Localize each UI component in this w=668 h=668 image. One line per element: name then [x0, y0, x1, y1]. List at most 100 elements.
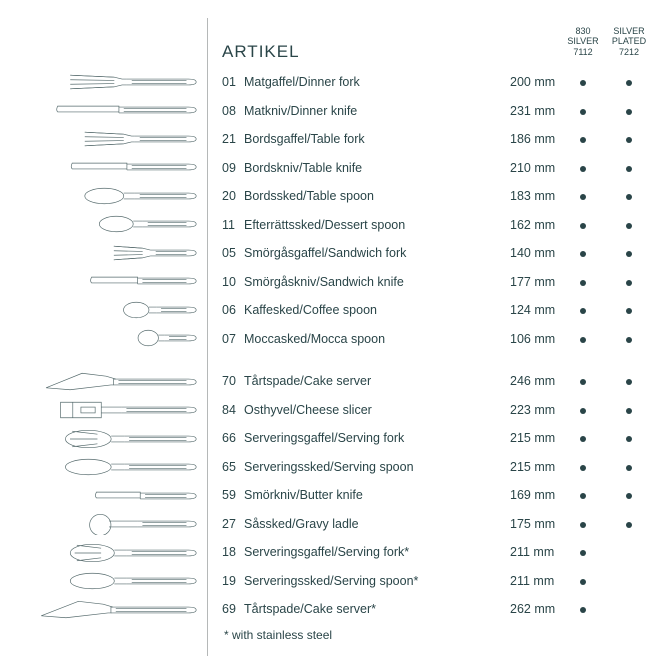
illustrations-column — [12, 18, 207, 656]
table-row: 20Bordssked/Table spoon183 mm — [222, 182, 656, 211]
dot-cell — [564, 374, 602, 388]
server-icon — [17, 368, 207, 396]
row-dots — [564, 488, 648, 502]
table-row: 05Smörgåsgaffel/Sandwich fork140 mm — [222, 239, 656, 268]
row-num: 09 — [222, 161, 244, 175]
row-num: 07 — [222, 332, 244, 346]
row-name: Smörgåskniv/Sandwich knife — [244, 275, 510, 289]
row-name: Tårtspade/Cake server — [244, 374, 510, 388]
slicer-icon — [17, 397, 207, 425]
dot-cell — [610, 104, 648, 118]
row-name: Serveringssked/Serving spoon* — [244, 574, 510, 588]
dot-icon — [580, 166, 586, 172]
dot-cell — [564, 104, 602, 118]
dot-cell — [564, 574, 602, 588]
dot-cell — [610, 189, 648, 203]
knife-icon — [17, 268, 207, 296]
dot-icon — [580, 223, 586, 229]
dot-icon — [626, 223, 632, 229]
dot-icon — [580, 436, 586, 442]
row-size: 177 mm — [510, 275, 564, 289]
row-size: 183 mm — [510, 189, 564, 203]
row-dots — [564, 602, 648, 616]
knife-icon — [17, 482, 207, 510]
dot-cell — [610, 132, 648, 146]
row-size: 246 mm — [510, 374, 564, 388]
row-size: 106 mm — [510, 332, 564, 346]
row-dots — [564, 218, 648, 232]
dot-cell — [564, 189, 602, 203]
row-name: Moccasked/Mocca spoon — [244, 332, 510, 346]
row-size: 215 mm — [510, 431, 564, 445]
row-size: 124 mm — [510, 303, 564, 317]
header-row: ARTIKEL 830 SILVER 7112 SILVER PLATED 72… — [222, 18, 656, 62]
table-row: 70Tårtspade/Cake server246 mm — [222, 367, 656, 396]
table-row: 65Serveringssked/Serving spoon215 mm — [222, 453, 656, 482]
dot-cell — [564, 275, 602, 289]
row-num: 11 — [222, 218, 244, 232]
row-size: 215 mm — [510, 460, 564, 474]
dot-icon — [626, 436, 632, 442]
dot-icon — [580, 308, 586, 314]
servfork-icon — [17, 539, 207, 567]
table-row: 08Matkniv/Dinner knife231 mm — [222, 97, 656, 126]
col-header-plated: SILVER PLATED 7212 — [610, 26, 648, 58]
dot-cell — [610, 431, 648, 445]
dot-icon — [580, 109, 586, 115]
row-num: 65 — [222, 460, 244, 474]
dot-cell — [564, 545, 602, 559]
table-rows: 01Matgaffel/Dinner fork200 mm08Matkniv/D… — [222, 68, 656, 624]
row-name: Smörkniv/Butter knife — [244, 488, 510, 502]
dot-icon — [580, 137, 586, 143]
dot-icon — [626, 137, 632, 143]
page-title: ARTIKEL — [222, 42, 564, 62]
row-num: 08 — [222, 104, 244, 118]
dot-icon — [626, 465, 632, 471]
dot-icon — [580, 251, 586, 257]
dot-cell — [610, 75, 648, 89]
fork-icon — [17, 239, 207, 267]
dot-icon — [580, 465, 586, 471]
dot-icon — [580, 337, 586, 343]
dot-icon — [580, 550, 586, 556]
row-name: Serveringsgaffel/Serving fork — [244, 431, 510, 445]
table-row: 18Serveringsgaffel/Serving fork*211 mm — [222, 538, 656, 567]
row-size: 200 mm — [510, 75, 564, 89]
server-icon — [17, 596, 207, 624]
dot-icon — [626, 308, 632, 314]
row-size: 223 mm — [510, 403, 564, 417]
table-row: 19Serveringssked/Serving spoon*211 mm — [222, 567, 656, 596]
row-num: 20 — [222, 189, 244, 203]
dot-cell — [610, 517, 648, 531]
row-dots — [564, 132, 648, 146]
dot-cell — [610, 303, 648, 317]
row-name: Bordskniv/Table knife — [244, 161, 510, 175]
row-size: 210 mm — [510, 161, 564, 175]
row-num: 01 — [222, 75, 244, 89]
row-name: Kaffesked/Coffee spoon — [244, 303, 510, 317]
dot-cell — [564, 602, 602, 616]
dot-icon — [580, 194, 586, 200]
row-num: 59 — [222, 488, 244, 502]
row-name: Smörgåsgaffel/Sandwich fork — [244, 246, 510, 260]
row-num: 19 — [222, 574, 244, 588]
dot-icon — [580, 607, 586, 613]
dot-cell — [564, 132, 602, 146]
row-dots — [564, 374, 648, 388]
servfork-icon — [17, 425, 207, 453]
spoon-icon — [17, 454, 207, 482]
dot-cell — [610, 602, 648, 616]
fork-icon — [17, 68, 207, 96]
spoon-icon — [17, 325, 207, 353]
row-num: 27 — [222, 517, 244, 531]
dot-cell — [564, 332, 602, 346]
row-dots — [564, 332, 648, 346]
row-size: 211 mm — [510, 574, 564, 588]
row-name: Tårtspade/Cake server* — [244, 602, 510, 616]
dot-icon — [626, 80, 632, 86]
dot-cell — [610, 332, 648, 346]
footnote: * with stainless steel — [222, 628, 656, 642]
dot-cell — [610, 574, 648, 588]
ladle-icon — [17, 511, 207, 539]
dot-cell — [610, 460, 648, 474]
